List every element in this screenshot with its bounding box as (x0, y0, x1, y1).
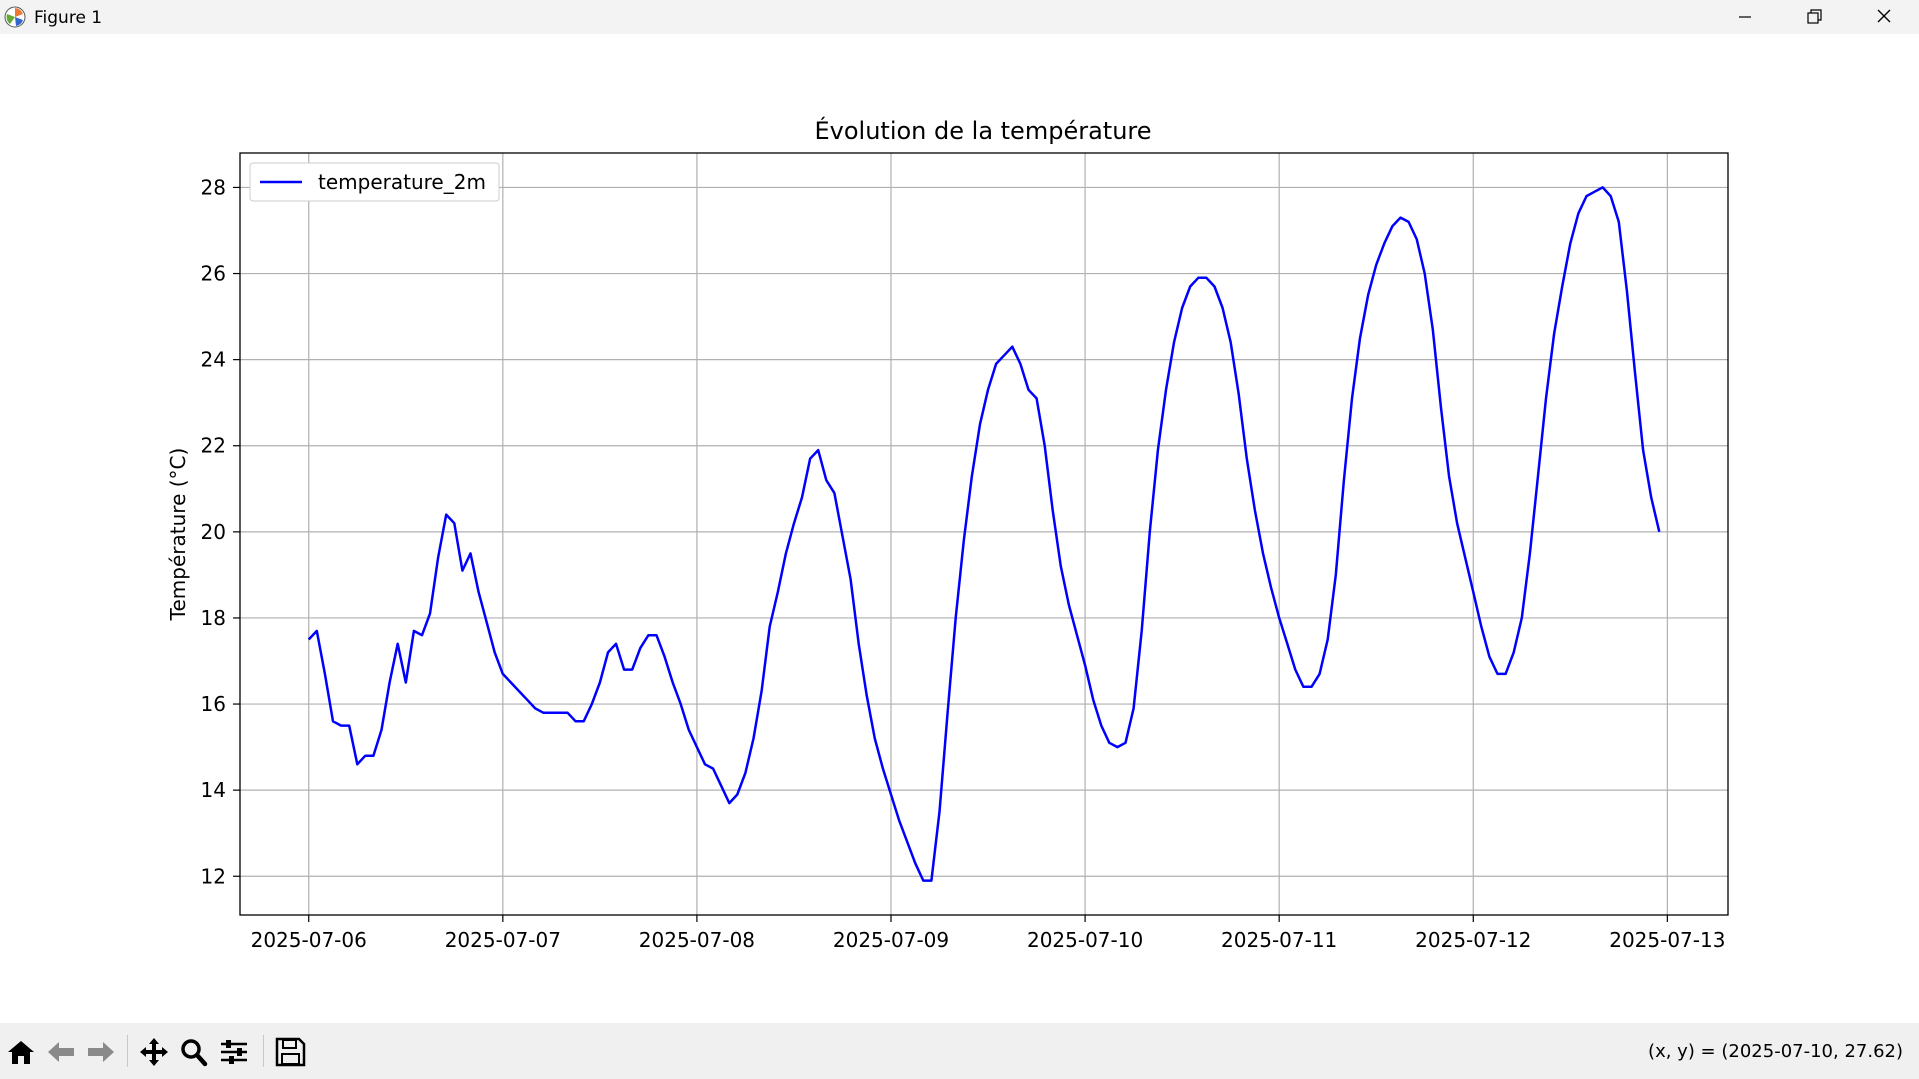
series-line-temperature-2m (307, 186, 1661, 882)
window-title: Figure 1 (34, 8, 103, 28)
minimize-icon (1739, 16, 1751, 18)
x-tick-label: 2025-07-07 (445, 928, 561, 952)
back-button[interactable] (44, 1037, 78, 1067)
y-tick-label: 14 (201, 778, 226, 802)
pan-button[interactable] (137, 1037, 171, 1067)
configure-subplots-button[interactable] (217, 1037, 251, 1067)
navigation-toolbar: (x, y) = (2025-07-10, 27.62) (0, 1023, 1919, 1079)
x-tick-label: 2025-07-12 (1415, 928, 1531, 952)
close-button[interactable] (1849, 0, 1919, 34)
y-tick-label: 28 (201, 175, 226, 199)
grid-lines (240, 153, 1728, 915)
restore-icon (1807, 9, 1822, 24)
y-axis-label: Température (°C) (166, 448, 190, 622)
zoom-icon (181, 1039, 208, 1067)
configure-subplots-icon (221, 1040, 247, 1064)
forward-icon (88, 1042, 114, 1062)
minimize-button[interactable] (1710, 0, 1780, 34)
y-tick-label: 16 (201, 692, 226, 716)
pan-icon (140, 1038, 168, 1066)
x-tick-label: 2025-07-13 (1609, 928, 1725, 952)
y-tick-label: 12 (201, 864, 226, 888)
x-tick-label: 2025-07-06 (251, 928, 367, 952)
x-tick-label: 2025-07-11 (1221, 928, 1337, 952)
toolbar-separator (263, 1035, 264, 1067)
figure-canvas[interactable]: Évolution de la température 12 14 16 18 20 22… (0, 34, 1919, 1023)
home-button[interactable] (4, 1037, 38, 1067)
cursor-coordinates: (x, y) = (2025-07-10, 27.62) (1648, 1041, 1903, 1062)
toolbar-separator (127, 1035, 128, 1067)
y-tick-label: 26 (201, 262, 226, 286)
save-icon (275, 1037, 306, 1067)
matplotlib-icon (4, 6, 26, 28)
temperature-chart: Évolution de la température 12 14 16 18 20 22… (166, 116, 1729, 952)
restore-button[interactable] (1780, 0, 1850, 34)
save-button[interactable] (273, 1037, 307, 1067)
home-icon (8, 1041, 34, 1064)
x-axis-ticks: 2025-07-06 2025-07-07 2025-07-08 2025-07-09… (251, 915, 1725, 952)
y-tick-label: 24 (201, 348, 226, 372)
y-tick-label: 18 (201, 606, 226, 630)
y-tick-label: 20 (201, 520, 226, 544)
chart-title: Évolution de la température (814, 116, 1151, 145)
legend-box (249, 162, 500, 202)
forward-button[interactable] (84, 1037, 118, 1067)
legend: temperature_2m (249, 162, 500, 202)
zoom-button[interactable] (177, 1037, 211, 1067)
plot-frame (239, 152, 1729, 916)
x-tick-label: 2025-07-10 (1027, 928, 1143, 952)
legend-label: temperature_2m (318, 170, 486, 194)
x-tick-label: 2025-07-08 (639, 928, 755, 952)
close-icon (1877, 9, 1891, 23)
window-titlebar: Figure 1 (0, 0, 1919, 34)
back-icon (48, 1042, 74, 1062)
y-axis-ticks: 12 14 16 18 20 22 24 26 28 (201, 175, 240, 888)
x-tick-label: 2025-07-09 (833, 928, 949, 952)
y-tick-label: 22 (201, 434, 226, 458)
